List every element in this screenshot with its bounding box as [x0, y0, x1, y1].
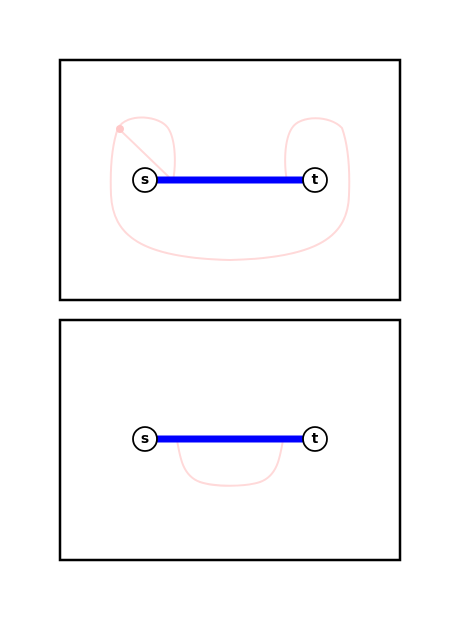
- top-panel-frame: [58, 58, 402, 302]
- bottom-panel-node-s-label: s: [141, 431, 149, 447]
- top-panel-node-s: s: [132, 167, 158, 193]
- top-panel-node-s-label: s: [141, 172, 149, 188]
- bottom-panel-node-s: s: [132, 426, 158, 452]
- top-panel-node-t: t: [302, 167, 328, 193]
- top-panel-start-marker: [116, 125, 124, 133]
- bottom-panel-node-t-label: t: [312, 431, 319, 447]
- top-panel-node-t-circle: [302, 167, 328, 193]
- top-panel-node-t-label: t: [312, 172, 319, 188]
- bottom-panel-node-s-circle: [132, 426, 158, 452]
- top-panel-faint-loop: [109, 116, 351, 261]
- bottom-panel-node-t-circle: [302, 426, 328, 452]
- bottom-panel-faint-curve: [176, 439, 284, 487]
- bottom-panel: s t: [58, 318, 402, 562]
- bottom-panel-node-t: t: [302, 426, 328, 452]
- top-panel-node-s-circle: [132, 167, 158, 193]
- top-panel: s t: [58, 58, 402, 302]
- bottom-panel-frame: [58, 318, 402, 562]
